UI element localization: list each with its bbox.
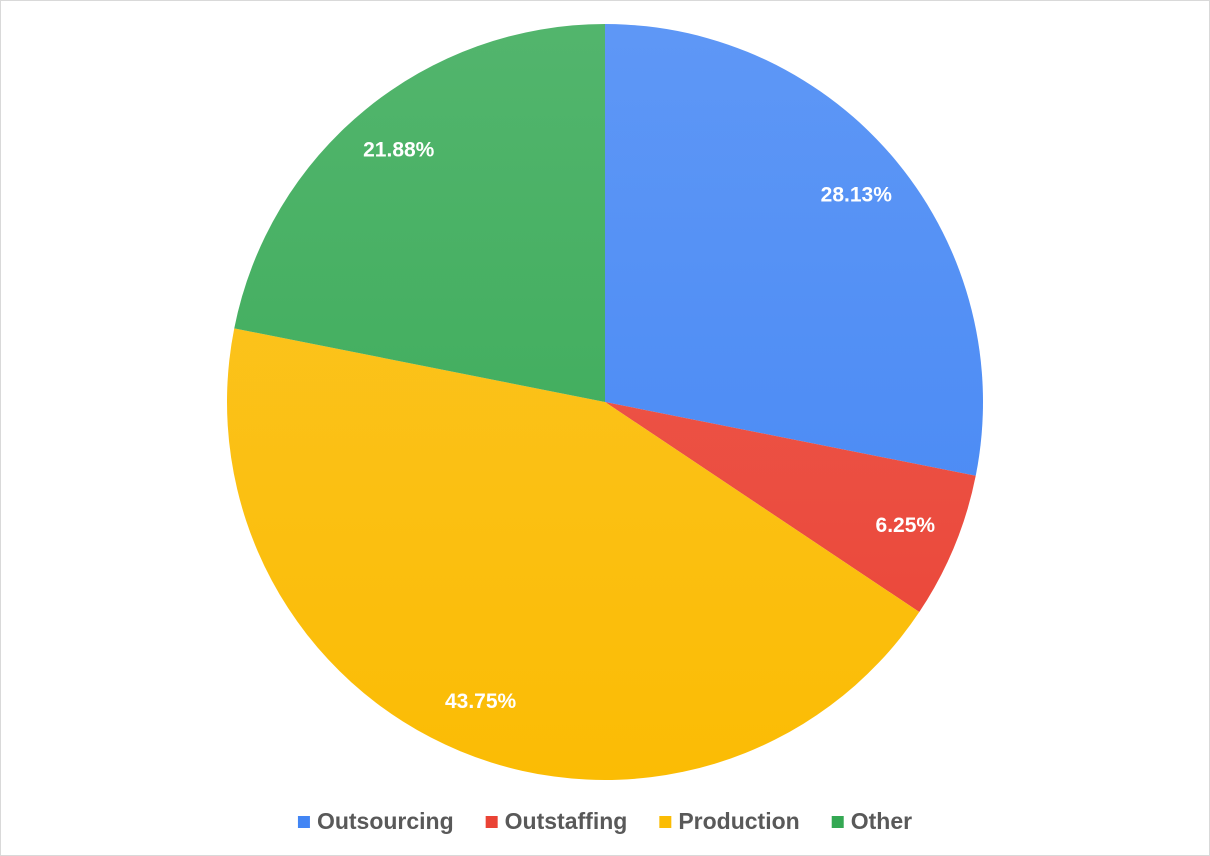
pie-slice — [605, 402, 976, 613]
legend-label: Production — [678, 808, 799, 834]
legend-swatch — [659, 816, 672, 828]
data-label: 43.75% — [445, 690, 517, 713]
pie-slice — [605, 24, 983, 476]
legend-label: Other — [851, 808, 912, 834]
data-label: 28.13% — [821, 183, 893, 206]
legend-swatch — [297, 816, 310, 828]
legend-swatch — [485, 816, 498, 828]
pie-slice — [226, 328, 920, 781]
data-label: 6.25% — [876, 514, 936, 537]
legend-swatch — [831, 816, 844, 828]
pie-slice — [234, 24, 606, 402]
data-label: 21.88% — [363, 138, 435, 161]
legend-label: Outstaffing — [505, 808, 628, 834]
legend-label: Outsourcing — [317, 808, 454, 834]
